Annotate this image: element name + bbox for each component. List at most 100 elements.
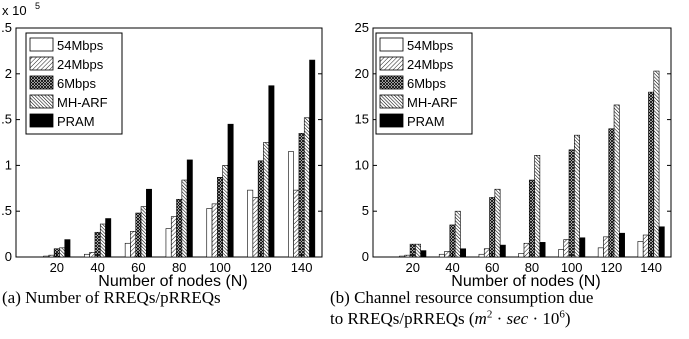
bar-6mbps-n60	[135, 212, 142, 258]
bar-pram-n80	[186, 159, 193, 258]
x-tick-label: 20	[405, 260, 419, 275]
bar-54mbps-n20	[43, 255, 50, 258]
bar-54mbps-n100	[558, 249, 565, 258]
caption-math-mid: ·	[492, 309, 507, 328]
y-scale-exponent: 5	[35, 1, 40, 11]
bar-pram-n100	[579, 237, 586, 258]
bar-54mbps-n80	[518, 253, 525, 258]
bar-24mbps-n20	[48, 254, 55, 258]
bar-6mbps-n140	[648, 91, 655, 258]
caption-math-exp1: 2	[486, 308, 493, 321]
x-tick-label: 20	[50, 260, 64, 275]
bar-mh-arf-n20	[59, 247, 66, 258]
bar-pram-n40	[105, 218, 112, 258]
legend-label: 54Mbps	[407, 38, 454, 53]
caption-close: )	[564, 309, 571, 328]
legend-swatch-6mbps	[379, 75, 404, 90]
bar-24mbps-n140	[642, 234, 649, 258]
legend-label: 24Mbps	[407, 57, 454, 72]
legend-swatch-pram	[379, 113, 404, 128]
y-tick-label: .5	[1, 112, 12, 127]
bar-pram-n60	[499, 244, 506, 258]
legend-swatch-mh-arf	[29, 94, 54, 109]
bar-mh-arf-n80	[534, 155, 541, 258]
bar-mh-arf-n100	[222, 165, 229, 258]
legend-label: MH-ARF	[407, 95, 458, 110]
bar-pram-n100	[227, 123, 234, 258]
x-axis-label: Number of nodes (N)	[451, 273, 600, 290]
bar-pram-n60	[146, 188, 152, 258]
x-tick-label: 60	[131, 260, 145, 275]
x-tick-label: 100	[209, 260, 231, 275]
y-tick-label: 10	[355, 157, 369, 172]
bar-pram-n120	[619, 232, 625, 258]
y-tick-label: .5	[1, 20, 12, 35]
y-tick-label: 5	[362, 203, 369, 218]
bar-mh-arf-n80	[181, 179, 188, 258]
bar-54mbps-n100	[206, 208, 213, 258]
bar-mh-arf-n40	[99, 223, 106, 258]
bar-24mbps-n120	[252, 197, 259, 258]
y-tick-label: 2	[5, 66, 12, 81]
x-tick-label: 80	[525, 260, 539, 275]
bar-24mbps-n80	[170, 216, 177, 258]
y-tick-label: .5	[1, 203, 12, 218]
legend-swatch-54mbps	[379, 37, 404, 52]
caption-math-sec: sec	[506, 309, 529, 328]
x-tick-label: 140	[640, 260, 662, 275]
bar-24mbps-n100	[563, 239, 570, 258]
bar-6mbps-n140	[298, 133, 305, 258]
bar-24mbps-n60	[130, 231, 137, 258]
legend-label: PRAM	[407, 114, 445, 129]
bar-54mbps-n40	[438, 253, 445, 258]
y-tick-label: 0	[362, 249, 369, 264]
y-tick-label: 25	[355, 20, 369, 35]
bar-54mbps-n80	[165, 228, 172, 258]
bar-6mbps-n100	[568, 149, 575, 258]
bar-pram-n40	[460, 248, 467, 258]
bar-mh-arf-n100	[574, 134, 580, 258]
bar-54mbps-n120	[597, 247, 604, 258]
caption-b-line1: (b) Channel resource consumption due	[330, 288, 594, 307]
x-tick-label: 140	[291, 260, 313, 275]
legend-label: PRAM	[57, 114, 95, 129]
x-tick-label: 40	[445, 260, 459, 275]
bar-54mbps-n60	[478, 253, 485, 258]
legend-label: 6Mbps	[407, 76, 447, 91]
bar-54mbps-n140	[288, 151, 294, 258]
legend-label: 6Mbps	[57, 76, 97, 91]
bar-mh-arf-n60	[140, 206, 147, 258]
bar-6mbps-n120	[608, 128, 615, 258]
bar-mh-arf-n120	[263, 142, 270, 258]
y-tick-label: 20	[355, 66, 369, 81]
bar-54mbps-n60	[124, 242, 131, 258]
bar-6mbps-n40	[449, 224, 456, 258]
bar-pram-n140	[309, 59, 316, 258]
caption-math-exp2: 6	[559, 308, 565, 321]
bar-24mbps-n100	[211, 203, 218, 258]
caption-b-line2-text: to RREQs/pRREQs (	[330, 309, 475, 328]
chart-channel-consumption: 0 5 10 15 20 25 20 40 60 80 100 120 140 Number of nod…	[355, 20, 672, 290]
legend-swatch-24mbps	[379, 56, 404, 71]
bar-mh-arf-n60	[494, 188, 501, 258]
caption-b-line2: to RREQs/pRREQs (m2 · sec · 106)	[330, 308, 571, 329]
bar-54mbps-n140	[637, 241, 644, 258]
legend-swatch-6mbps	[29, 75, 54, 90]
bar-24mbps-n140	[293, 189, 300, 258]
bar-mh-arf-n120	[613, 104, 620, 258]
bar-mh-arf-n40	[454, 210, 461, 258]
bar-54mbps-n120	[247, 189, 254, 258]
bar-pram-n20	[64, 239, 71, 258]
bar-24mbps-n60	[483, 248, 490, 258]
bar-mh-arf-n140	[303, 117, 310, 258]
bar-6mbps-n80	[176, 198, 183, 258]
chart-rreq-count: 0 .5 1 .5 2 .5 x 10 5 20 40 60 80 100 120 140 Number of…	[1, 1, 323, 290]
y-scale-label: x 10	[2, 3, 27, 18]
bar-6mbps-n60	[489, 197, 496, 258]
bar-24mbps-n20	[404, 254, 411, 258]
caption-math-mid2: · 10	[528, 309, 560, 328]
legend-swatch-54mbps	[29, 37, 54, 52]
legend-label: MH-ARF	[57, 95, 108, 110]
legend-label: 24Mbps	[57, 57, 104, 72]
